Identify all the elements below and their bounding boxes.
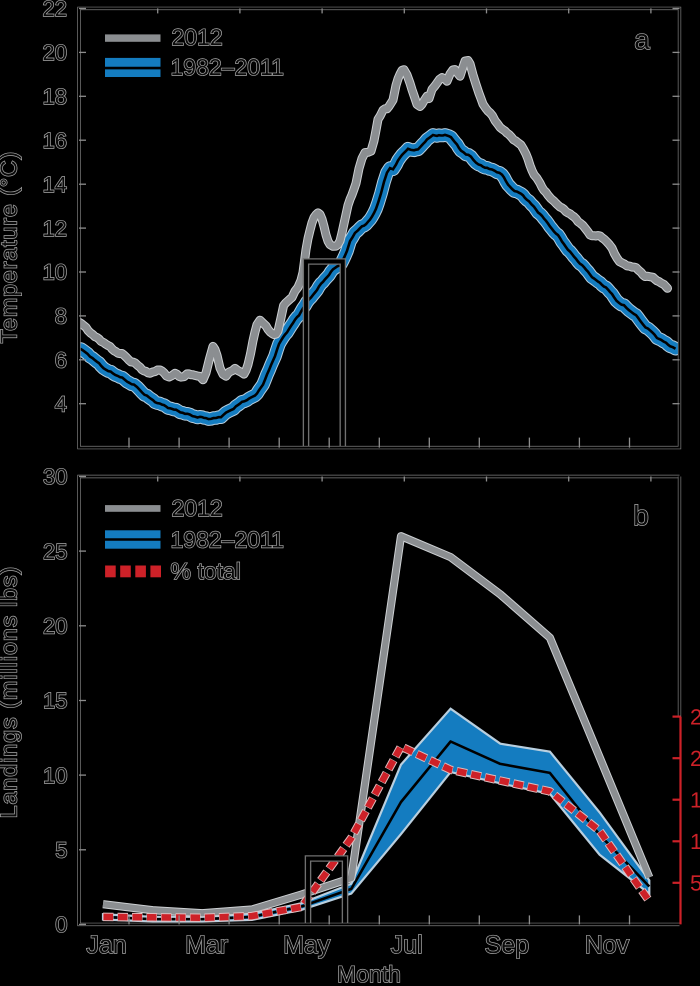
svg-text:20: 20 <box>43 40 67 65</box>
svg-text:May: May <box>283 931 331 959</box>
svg-text:10: 10 <box>43 260 67 285</box>
svg-text:25: 25 <box>690 704 700 729</box>
svg-text:2012: 2012 <box>172 495 223 521</box>
svg-text:8: 8 <box>55 304 67 329</box>
svg-text:1982–2011: 1982–2011 <box>171 527 284 553</box>
svg-text:a: a <box>634 24 650 55</box>
svg-text:4: 4 <box>55 391 67 416</box>
svg-text:Jan: Jan <box>86 931 126 959</box>
svg-text:1982–2011: 1982–2011 <box>171 54 284 80</box>
svg-text:Sep: Sep <box>485 931 529 959</box>
svg-text:22: 22 <box>43 0 67 21</box>
svg-text:Nov: Nov <box>585 931 630 959</box>
svg-text:6: 6 <box>55 347 67 372</box>
svg-text:2012: 2012 <box>172 24 223 50</box>
svg-text:Temperature (°C): Temperature (°C) <box>0 151 22 344</box>
svg-text:10: 10 <box>43 763 67 788</box>
svg-text:5: 5 <box>690 871 700 896</box>
svg-text:25: 25 <box>43 539 67 564</box>
svg-text:10: 10 <box>690 829 700 854</box>
svg-text:20: 20 <box>690 746 700 771</box>
svg-text:15: 15 <box>43 688 67 713</box>
svg-text:30: 30 <box>43 464 67 489</box>
svg-text:5: 5 <box>55 837 67 862</box>
svg-text:12: 12 <box>43 216 67 241</box>
svg-text:14: 14 <box>43 172 67 197</box>
svg-text:% total: % total <box>171 558 241 584</box>
svg-text:Month: Month <box>337 961 401 986</box>
svg-text:20: 20 <box>43 614 67 639</box>
svg-text:18: 18 <box>43 84 67 109</box>
svg-text:Mar: Mar <box>185 931 228 959</box>
svg-text:16: 16 <box>43 128 67 153</box>
svg-text:15: 15 <box>690 787 700 812</box>
svg-text:Jul: Jul <box>391 931 423 959</box>
svg-text:b: b <box>633 500 649 531</box>
svg-text:Landings (millions lbs): Landings (millions lbs) <box>0 566 22 819</box>
svg-text:0: 0 <box>55 912 67 937</box>
